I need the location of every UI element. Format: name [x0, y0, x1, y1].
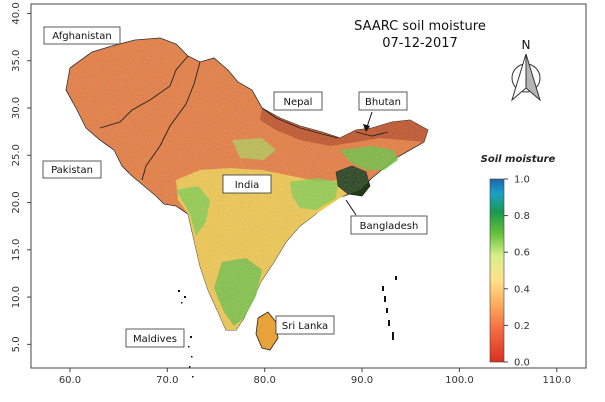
label-box-bangladesh: [350, 215, 428, 235]
y-tick-label: 10.0: [11, 286, 22, 308]
x-tick-label: 80.0: [254, 375, 276, 386]
legend-title: Soil moisture: [481, 154, 556, 165]
y-tick-label: 15.0: [11, 239, 22, 261]
country-borders: [99, 55, 389, 181]
label-sri-lanka: Sri Lanka: [282, 321, 328, 332]
lakshadweep-island: [181, 302, 183, 304]
label-box-bhutan: [358, 91, 408, 111]
legend-tick-label: 0.6: [514, 248, 530, 259]
andaman-island: [388, 320, 390, 326]
x-tick-label: 110.0: [542, 375, 571, 386]
map-date: 07-12-2017: [382, 36, 458, 51]
bangladesh-pointer: [345, 199, 357, 216]
x-tick-label: 90.0: [351, 375, 373, 386]
maldives-island: [188, 346, 190, 348]
legend-colorbar: [489, 178, 505, 363]
x-tick-label: 60.0: [59, 375, 81, 386]
region-sri-lanka: [255, 311, 279, 351]
label-pakistan: Pakistan: [51, 165, 93, 176]
label-box-sri-lanka: [275, 315, 335, 335]
y-tick-label: 35.0: [11, 50, 22, 72]
andaman-island: [382, 286, 384, 291]
label-box-pakistan: [42, 160, 102, 179]
country-labels: Afghanistan Pakistan India Nepal Bhutan …: [42, 26, 428, 348]
border-bhutan: [355, 131, 389, 137]
label-box-maldives: [125, 328, 185, 348]
label-bhutan: Bhutan: [365, 97, 401, 108]
y-tick-label: 25.0: [11, 144, 22, 166]
y-tick-label: 20.0: [11, 191, 22, 213]
lakshadweep-island: [178, 290, 180, 292]
label-maldives: Maldives: [133, 334, 177, 345]
legend-ticks: 1.0 0.8 0.6 0.4 0.2 0.0: [504, 175, 530, 369]
map-title: SAARC soil moisture: [354, 19, 486, 34]
legend-tick-label: 0.0: [514, 358, 530, 369]
andaman-island: [392, 332, 394, 340]
label-box-nepal: [273, 91, 323, 111]
maldives-island: [189, 366, 191, 368]
lakshadweep-island: [184, 296, 186, 298]
legend-tick-label: 1.0: [514, 175, 530, 186]
north-label: N: [522, 38, 531, 52]
legend: Soil moisture 1.0 0.8 0.6 0.4 0.2 0.0: [481, 154, 556, 369]
x-axis: 60.0 70.0 80.0 90.0 100.0 110.0: [59, 368, 571, 386]
andaman-island: [386, 308, 388, 313]
legend-tick-label: 0.4: [514, 284, 530, 295]
label-box-india: [222, 174, 272, 194]
label-india: India: [235, 180, 260, 191]
islands: [178, 276, 397, 378]
y-axis: 5.0 10.0 15.0 20.0 25.0 30.0 35.0 40.0: [11, 2, 31, 352]
y-tick-label: 40.0: [11, 2, 22, 24]
border-afghanistan-pakistan: [99, 55, 189, 129]
x-tick-label: 70.0: [156, 375, 178, 386]
border-pakistan-india: [141, 61, 201, 181]
border-nepal: [261, 107, 339, 139]
legend-tick-label: 0.2: [514, 321, 530, 332]
label-afghanistan: Afghanistan: [52, 31, 112, 42]
y-tick-label: 5.0: [11, 336, 22, 352]
bhutan-pointer-head: [363, 124, 370, 132]
andaman-island: [384, 296, 386, 302]
label-bangladesh: Bangladesh: [360, 221, 419, 232]
maldives-island: [190, 336, 192, 338]
legend-tick-label: 0.8: [514, 211, 530, 222]
label-nepal: Nepal: [284, 97, 313, 108]
maldives-island: [192, 376, 194, 378]
x-tick-label: 100.0: [445, 375, 474, 386]
y-tick-label: 30.0: [11, 97, 22, 119]
label-box-afghanistan: [43, 26, 121, 45]
andaman-island: [395, 276, 397, 280]
north-arrow-icon: N: [511, 38, 541, 102]
maldives-island: [191, 356, 193, 358]
